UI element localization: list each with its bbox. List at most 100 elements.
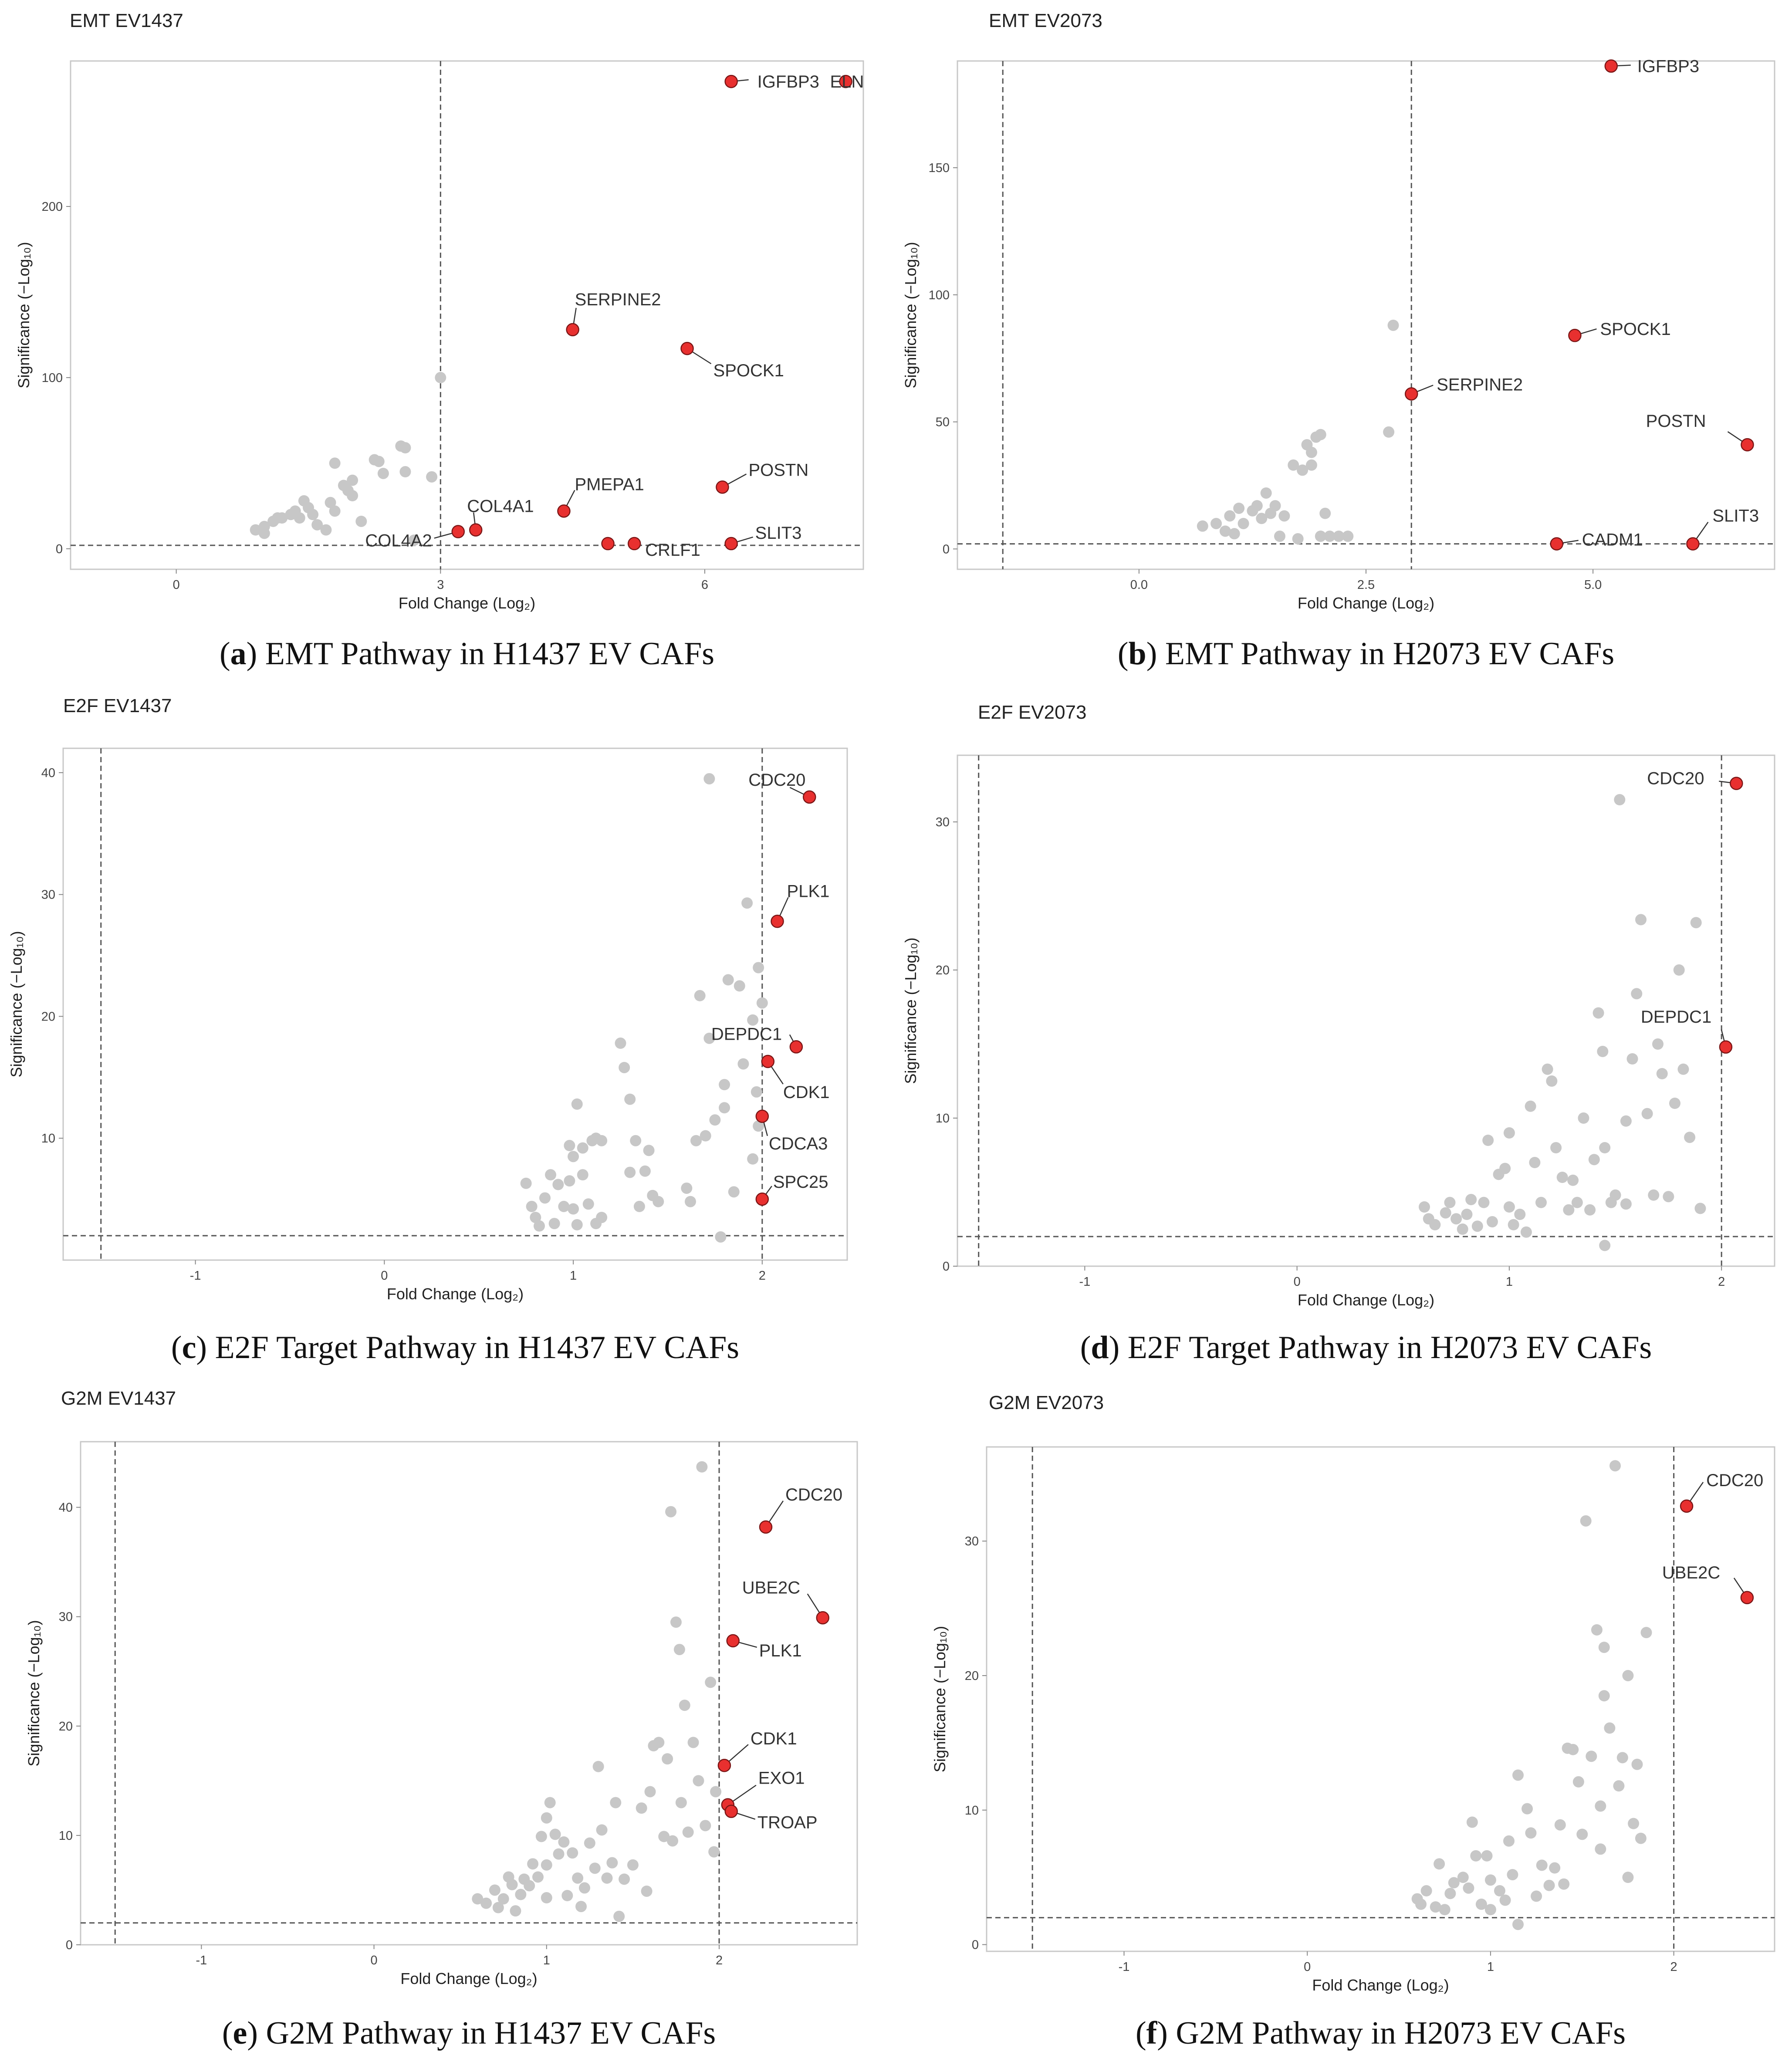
gene-point [541,1892,552,1904]
gene-point [1219,525,1231,537]
gene-point [1415,1898,1427,1910]
gene-point [564,1175,575,1187]
gene-point [1499,1163,1511,1174]
highlighted-gene-point [759,1520,773,1534]
gene-point [399,442,411,454]
gene-point [276,512,288,524]
gene-point [596,1824,608,1836]
gene-point [1315,429,1326,440]
gene-point [1520,1226,1532,1238]
gene-point [633,1200,645,1212]
gene-point [1580,1515,1592,1527]
gene-point [1486,1216,1498,1227]
plot-frame [957,60,1775,570]
highlighted-gene-point [469,523,483,537]
panel-caption: (a) EMT Pathway in H1437 EV CAFs [220,636,714,672]
caption-open-paren: ( [222,2015,233,2051]
y-tick-label: 30 [965,1534,979,1548]
caption-text: E2F Target Pathway in H2073 EV CAFs [1119,1330,1652,1365]
gene-point [399,466,411,478]
highlighted-gene-point [1550,537,1563,551]
caption-letter: e [233,2015,247,2051]
gene-point [1260,487,1272,499]
gene-point [1669,1098,1680,1109]
gene-point [347,490,358,502]
gene-point [1470,1850,1482,1862]
gene-point [1656,1068,1668,1079]
gene-point [1333,531,1345,542]
caption-open-paren: ( [1080,1330,1091,1365]
gene-point [571,1098,583,1110]
gene-point [682,1826,694,1838]
x-tick-label: 0.0 [1130,578,1148,592]
gene-point [567,1847,578,1859]
y-tick-label: 100 [929,288,950,302]
gene-point [1439,1904,1451,1916]
y-tick-label: 0 [56,542,63,556]
gene-point [1297,464,1308,476]
panel-title: EMT EV2073 [989,10,1102,31]
panel-caption: (b) EMT Pathway in H2073 EV CAFs [1118,636,1614,672]
y-tick-label: 20 [936,963,950,977]
gene-point [601,1872,613,1884]
caption-text: E2F Target Pathway in H1437 EV CAFs [207,1330,739,1365]
x-tick-label: 2.5 [1357,578,1375,592]
y-axis-label: Significance (−Log₁₀) [7,931,25,1077]
caption-text: G2M Pathway in H2073 EV CAFs [1168,2015,1626,2051]
gene-point [639,1165,651,1177]
y-tick-label: 30 [936,815,950,829]
y-tick-label: 200 [42,200,63,214]
gene-point [541,1859,552,1871]
highlighted-gene-point [816,1611,830,1625]
gene-label: COL4A1 [467,497,534,516]
x-tick-label: -1 [190,1269,201,1283]
caption-letter: f [1146,2015,1158,2051]
gene-point [641,1885,653,1897]
gene-label: SPOCK1 [713,361,784,380]
gene-point [1631,988,1643,1000]
gene-label: IGFBP3 [757,72,819,91]
gene-point [624,1166,636,1178]
gene-point [753,1120,764,1132]
gene-point [670,1616,682,1628]
gene-point [1563,1204,1575,1216]
gene-point [681,1182,693,1194]
highlighted-gene-point [724,74,738,88]
gene-point [544,1797,556,1808]
panel-title: E2F EV1437 [63,695,172,716]
panel-title: EMT EV1437 [70,10,183,31]
caption-close-paren: ) [1146,636,1157,672]
gene-point [1494,1885,1505,1897]
gene-point [561,1890,573,1902]
highlighted-gene-point [789,1040,803,1054]
gene-label: SLIT3 [755,524,802,543]
gene-point [568,1151,579,1163]
caption-letter: d [1091,1330,1109,1365]
caption-close-paren: ) [1157,2015,1168,2051]
x-axis-label: Fold Change (Log₂) [387,1285,524,1303]
gene-point [1558,1878,1570,1890]
gene-point [492,1902,504,1913]
x-tick-label: -1 [1119,1960,1130,1974]
gene-point [294,512,305,524]
gene-point [1463,1882,1474,1894]
gene-point [1210,517,1222,529]
highlighted-gene-point [627,537,641,551]
highlighted-gene-point [724,537,738,551]
highlighted-gene-point [726,1634,740,1648]
gene-point [329,457,341,469]
gene-point [307,509,319,520]
gene-point [1305,459,1317,471]
gene-point [1475,1898,1487,1910]
gene-point [1593,1007,1604,1019]
gene-point [610,1797,622,1808]
gene-point [1571,1196,1583,1208]
gene-point [564,1140,575,1152]
gene-point [1288,459,1299,471]
x-tick-label: -1 [196,1953,207,1967]
gene-point [1525,1100,1536,1112]
gene-point [541,1812,552,1824]
gene-point [747,1014,759,1026]
y-tick-label: 10 [41,1132,55,1146]
gene-point [687,1737,699,1748]
